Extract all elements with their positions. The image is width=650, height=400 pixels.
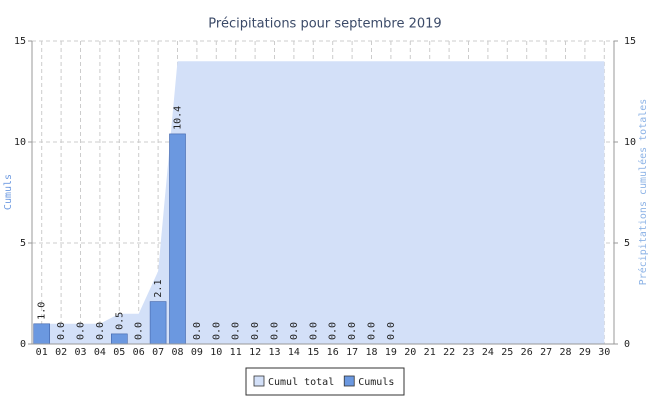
x-tick-label: 24: [482, 347, 494, 358]
value-label: 0.0: [211, 322, 222, 340]
x-tick-label: 08: [171, 347, 183, 358]
x-tick-label: 16: [327, 347, 339, 358]
y-axis-label: Cumuls: [3, 174, 14, 210]
value-label: 0.0: [231, 322, 242, 340]
y2-tick-label: 15: [624, 36, 636, 47]
cumulative-area: [41, 61, 605, 344]
y-tick-label: 5: [20, 238, 26, 249]
x-tick-label: 30: [598, 347, 610, 358]
x-tick-label: 03: [74, 347, 86, 358]
x-tick-label: 13: [268, 347, 280, 358]
value-label: 0.0: [328, 322, 339, 340]
y2-tick-label: 5: [624, 238, 630, 249]
x-tick-label: 01: [36, 347, 48, 358]
x-tick-label: 23: [462, 347, 474, 358]
value-label: 0.0: [308, 322, 319, 340]
y-tick-label: 10: [14, 137, 26, 148]
x-tick-label: 25: [501, 347, 513, 358]
x-tick-label: 02: [55, 347, 67, 358]
legend-label: Cumuls: [358, 377, 394, 388]
x-tick-label: 12: [249, 347, 261, 358]
value-label: 2.1: [153, 280, 164, 298]
legend-box: [245, 367, 405, 396]
x-tick-label: 26: [521, 347, 533, 358]
legend-swatch: [253, 375, 265, 387]
y-tick-label: 0: [20, 339, 26, 350]
bar: [111, 333, 128, 345]
y2-tick-label: 0: [624, 339, 630, 350]
value-label: 0.0: [270, 322, 281, 340]
x-tick-label: 06: [133, 347, 145, 358]
x-tick-label: 18: [365, 347, 377, 358]
x-tick-label: 27: [540, 347, 552, 358]
bar: [33, 323, 51, 345]
y-tick-label: 15: [14, 36, 26, 47]
bar: [169, 133, 186, 345]
x-tick-label: 10: [210, 347, 222, 358]
value-label: 0.0: [76, 322, 87, 340]
chart-title: Précipitations pour septembre 2019: [208, 17, 441, 32]
x-tick-label: 28: [559, 347, 571, 358]
value-label: 0.0: [134, 322, 145, 340]
value-label: 0.0: [347, 322, 358, 340]
value-label: 1.0: [37, 302, 48, 320]
value-label: 0.0: [192, 322, 203, 340]
x-tick-label: 20: [404, 347, 416, 358]
value-label: 0.5: [114, 312, 125, 330]
value-label: 10.4: [173, 106, 184, 130]
y2-axis-label: Précipitations cumulées totales: [637, 99, 649, 286]
value-label: 0.0: [56, 322, 67, 340]
x-tick-label: 07: [152, 347, 164, 358]
value-label: 0.0: [289, 322, 300, 340]
x-tick-label: 15: [307, 347, 319, 358]
x-tick-label: 17: [346, 347, 358, 358]
value-label: 0.0: [95, 322, 106, 340]
value-label: 0.0: [250, 322, 261, 340]
x-tick-label: 14: [288, 347, 300, 358]
x-tick-label: 11: [230, 347, 242, 358]
x-tick-label: 05: [113, 347, 125, 358]
x-tick-label: 19: [385, 347, 397, 358]
x-tick-label: 29: [579, 347, 591, 358]
value-label: 0.0: [367, 322, 378, 340]
value-label: 0.0: [386, 322, 397, 340]
x-tick-label: 09: [191, 347, 203, 358]
x-tick-label: 22: [443, 347, 455, 358]
y2-tick-label: 10: [624, 137, 636, 148]
legend-swatch: [343, 375, 355, 387]
x-tick-label: 04: [94, 347, 106, 358]
legend-label: Cumul total: [268, 377, 334, 388]
bar: [149, 301, 167, 345]
x-tick-label: 21: [424, 347, 436, 358]
